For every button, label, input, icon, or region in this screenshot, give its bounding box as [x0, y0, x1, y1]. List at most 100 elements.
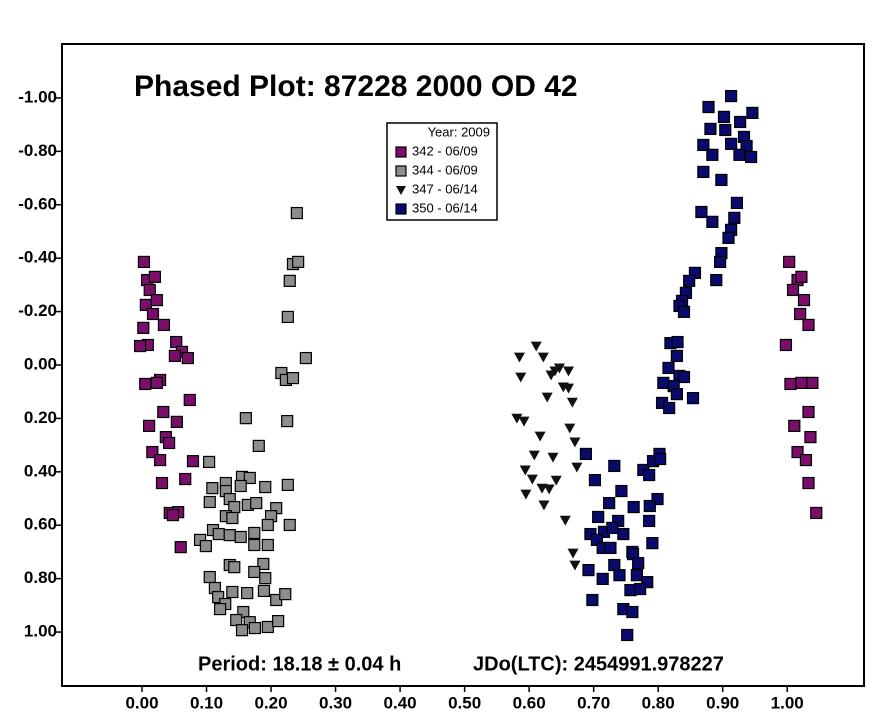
data-point: [702, 100, 715, 114]
data-point: [662, 361, 675, 375]
data-point: [670, 349, 683, 363]
data-point: [143, 419, 156, 432]
x-tick-label: 1.00: [771, 693, 804, 712]
y-tick-label: -0.40: [18, 248, 57, 267]
data-point: [791, 445, 804, 459]
legend-title: Year: 2009: [428, 124, 490, 139]
legend-symbol: [395, 165, 407, 177]
data-point: [569, 560, 581, 571]
data-point: [677, 370, 691, 384]
data-point: [257, 584, 271, 598]
data-point: [292, 255, 305, 269]
data-point: [783, 255, 796, 269]
legend-label: 344 - 06/09: [412, 162, 478, 177]
data-point: [569, 437, 581, 448]
data-point: [290, 206, 303, 220]
data-point: [613, 569, 626, 582]
data-point: [722, 231, 735, 244]
data-point: [520, 489, 532, 500]
data-point: [562, 383, 574, 394]
data-point: [212, 590, 225, 604]
data-point: [230, 613, 243, 627]
x-tick-label: 0.80: [642, 693, 675, 712]
data-point: [728, 211, 741, 224]
data-point: [634, 582, 647, 596]
data-point: [710, 273, 723, 287]
data-point: [526, 474, 538, 485]
data-point: [802, 318, 815, 332]
y-tick-label: 0.00: [24, 354, 57, 373]
data-point: [541, 392, 553, 403]
y-tick-label: 0.20: [24, 408, 57, 427]
data-point: [166, 508, 180, 522]
data-point: [586, 593, 599, 607]
legend-symbol: [395, 146, 407, 158]
data-point: [626, 605, 639, 619]
data-point: [146, 307, 160, 321]
data-point: [564, 423, 576, 434]
data-point: [261, 518, 274, 532]
data-point: [279, 588, 292, 601]
data-point: [257, 557, 270, 571]
data-point: [248, 526, 261, 540]
data-point: [592, 510, 605, 524]
data-point: [237, 605, 250, 619]
data-point: [608, 558, 621, 572]
data-point: [179, 472, 192, 486]
data-point: [802, 405, 815, 419]
data-point: [730, 196, 743, 209]
data-point: [795, 270, 808, 283]
y-tick-label: -0.20: [18, 301, 57, 320]
data-point: [795, 376, 808, 389]
y-tick-label: -0.60: [18, 194, 57, 213]
data-point: [226, 511, 239, 525]
annotation: Period: 18.18 ± 0.04 h: [198, 653, 401, 675]
data-point: [530, 341, 542, 352]
data-point: [259, 480, 272, 494]
data-point: [223, 529, 236, 542]
data-point: [604, 541, 617, 555]
data-point: [157, 318, 171, 332]
data-point: [203, 455, 216, 469]
data-point: [534, 431, 546, 442]
data-point: [627, 500, 640, 514]
data-point: [155, 476, 169, 490]
data-point: [686, 392, 700, 405]
data-point: [717, 110, 731, 124]
data-point: [804, 431, 817, 444]
data-point: [248, 538, 261, 552]
legend-label: 342 - 06/09: [412, 143, 478, 158]
data-point: [239, 412, 252, 425]
data-point: [571, 462, 583, 473]
data-point: [646, 537, 659, 550]
y-tick-label: -1.00: [18, 87, 57, 106]
data-point: [248, 565, 261, 579]
data-point: [259, 572, 272, 585]
data-point: [719, 123, 732, 137]
data-point: [199, 539, 212, 553]
data-point: [632, 557, 645, 570]
data-point: [538, 500, 550, 511]
data-point: [810, 506, 823, 520]
data-point: [724, 137, 738, 150]
data-point: [608, 459, 621, 473]
x-tick-label: 0.30: [319, 693, 352, 712]
data-point: [250, 496, 263, 510]
data-point: [641, 576, 654, 589]
data-point: [683, 274, 696, 287]
data-point: [168, 349, 182, 363]
data-point: [261, 538, 274, 552]
data-point: [203, 495, 216, 509]
data-point: [670, 388, 683, 401]
data-point: [226, 585, 239, 599]
x-tick-label: 0.90: [706, 693, 739, 712]
data-point: [163, 436, 176, 450]
data-point: [559, 515, 571, 526]
legend-label: 347 - 06/14: [412, 181, 478, 196]
y-tick-label: 0.40: [24, 461, 57, 480]
data-point: [799, 453, 813, 467]
data-point: [286, 371, 300, 385]
data-point: [706, 148, 719, 161]
data-point: [234, 530, 247, 544]
data-point: [261, 620, 274, 634]
